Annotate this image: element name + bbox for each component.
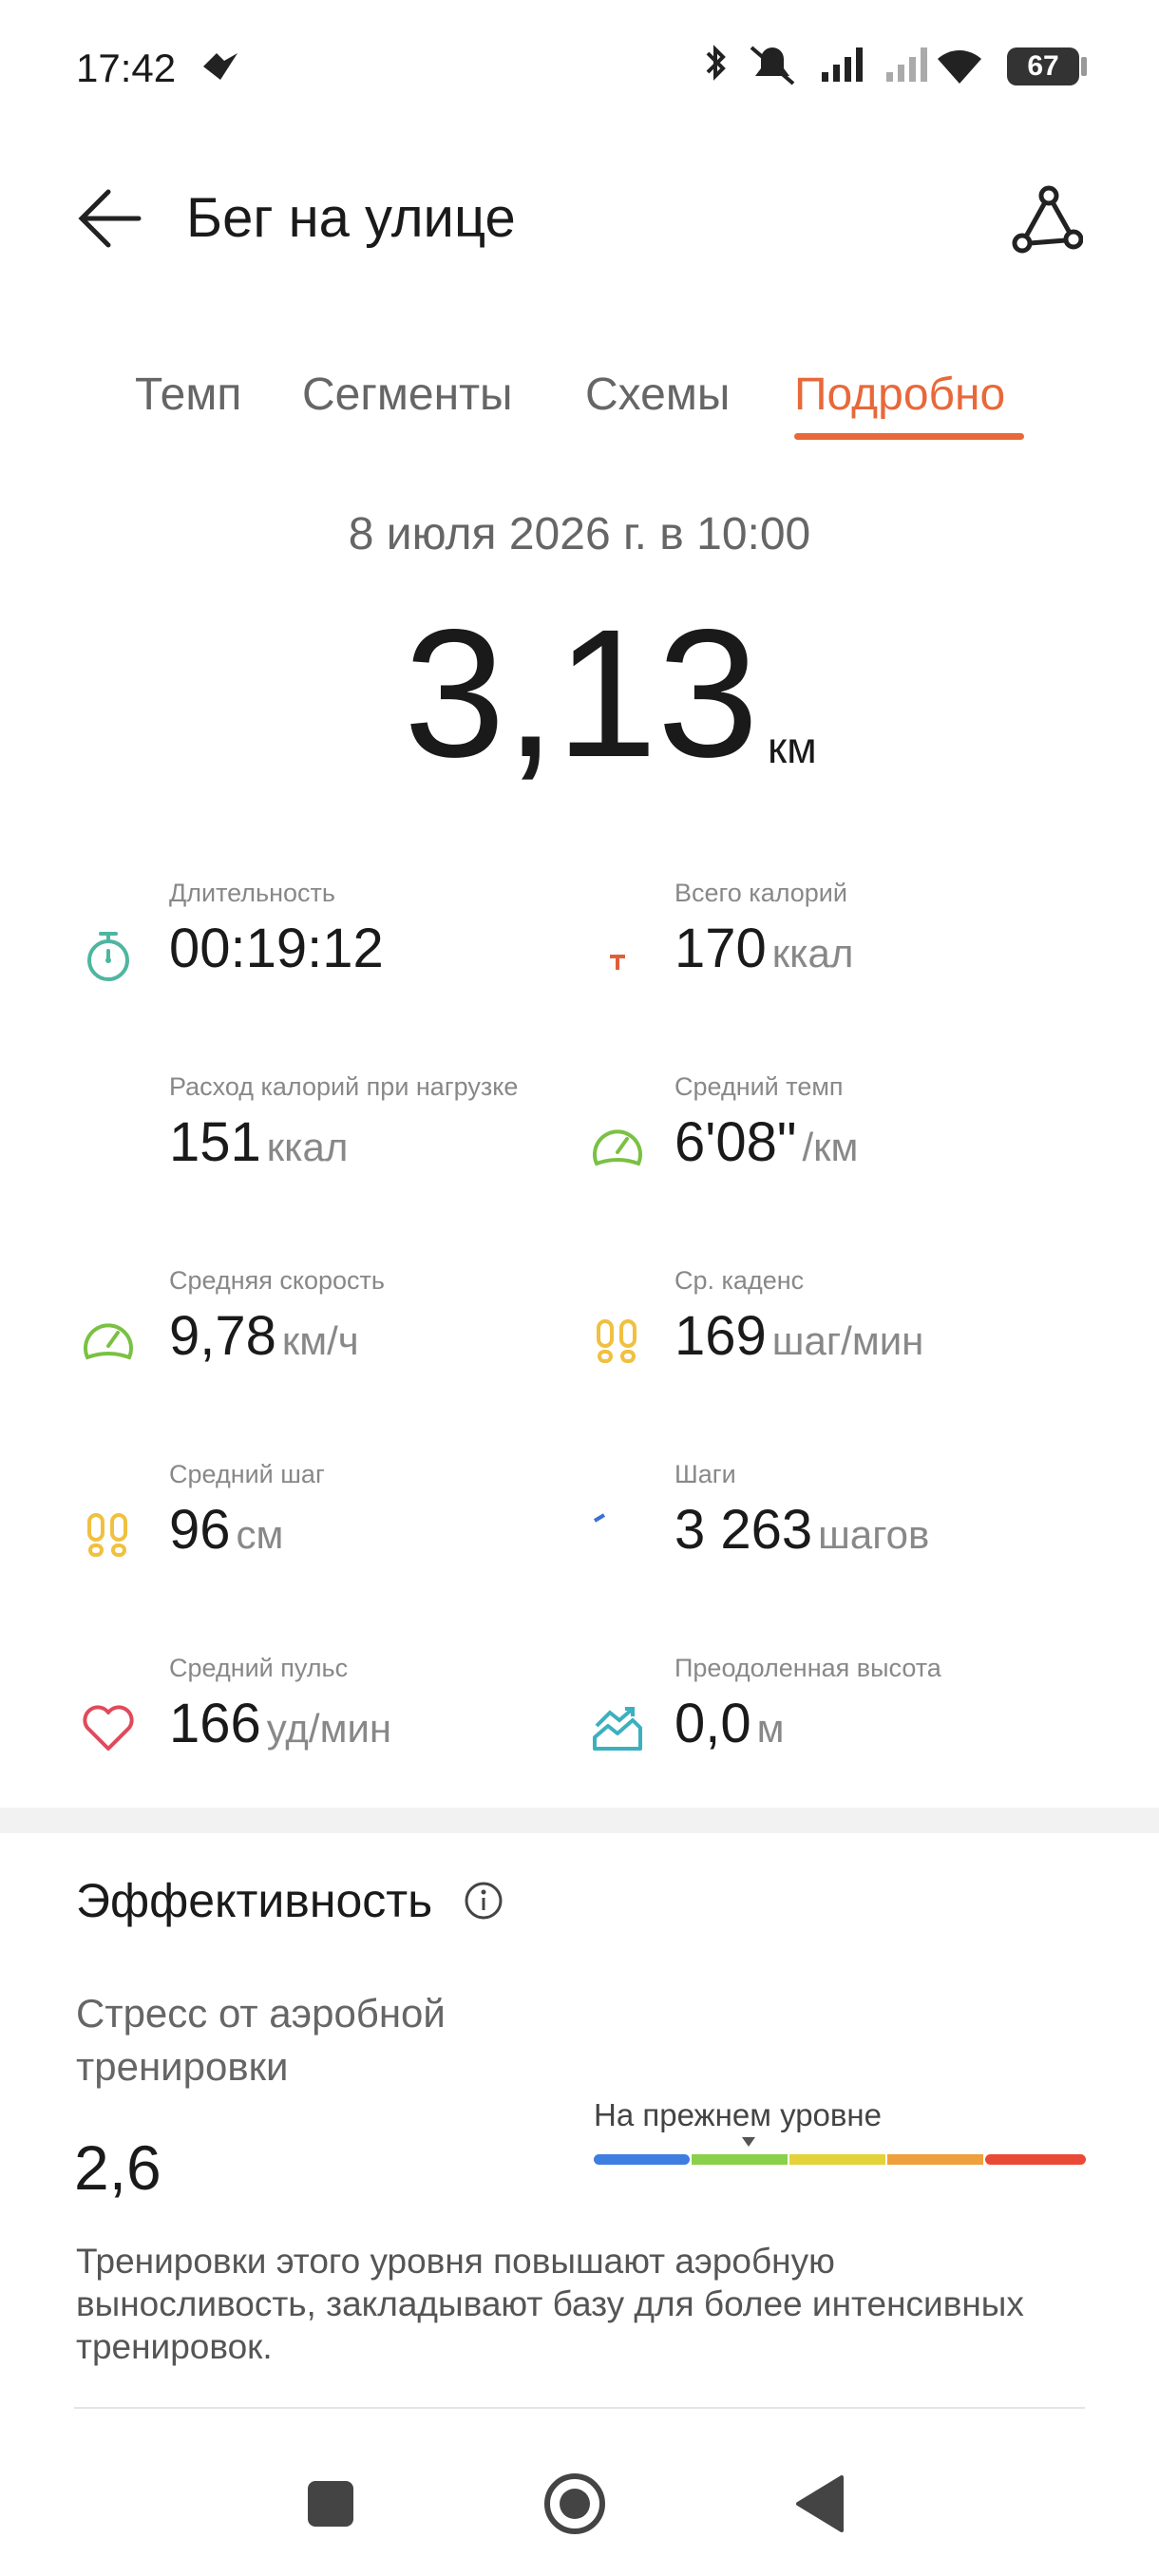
nav-back[interactable] [796, 2475, 844, 2532]
metric-icon [83, 1705, 134, 1751]
metric-unit: /км [802, 1125, 859, 1169]
metric-value-row: 9,78 км/ч [169, 1304, 359, 1368]
level-scale [594, 2137, 1086, 2165]
metric-unit: м [756, 1706, 785, 1751]
tab-indicator [794, 433, 1024, 440]
metric-icon [593, 1513, 606, 1523]
page-title: Бег на улице [186, 187, 516, 249]
metric-value: 6'08" [674, 1111, 797, 1173]
metric-unit: шагов [818, 1512, 930, 1557]
metric-label: Преодоленная высота [674, 1654, 941, 1682]
metric-label: Шаги [674, 1460, 736, 1488]
section-divider [0, 1808, 1159, 1833]
metric-unit: ккал [266, 1125, 349, 1169]
metric-label: Средняя скорость [169, 1266, 385, 1295]
metric-label: Всего калорий [674, 879, 847, 907]
metric-value: 166 [169, 1693, 261, 1754]
level-label: На прежнем уровне [594, 2097, 883, 2132]
metric-value: 170 [674, 918, 767, 979]
metric-icon [593, 1707, 642, 1751]
metric-icon [87, 1513, 127, 1557]
metric-value-row: 151 ккал [169, 1110, 348, 1174]
section-title: Эффективность [76, 1874, 433, 1927]
metric-value: 169 [674, 1305, 767, 1367]
status-icon [203, 53, 238, 80]
metric-label: Средний шаг [169, 1460, 325, 1488]
metric-value: 0,0 [674, 1693, 751, 1754]
metric-label: Средний темп [674, 1072, 844, 1101]
metric-label: Средний пульс [169, 1654, 349, 1682]
metric-value-row: 166 уд/мин [169, 1692, 391, 1755]
metric-label: Ср. каденс [674, 1266, 805, 1295]
distance-unit: км [768, 723, 817, 772]
metric-unit: км/ч [281, 1318, 359, 1363]
metric-value: 151 [169, 1111, 261, 1173]
metric-value-row: 6'08"/км [674, 1110, 858, 1174]
nav-home[interactable] [544, 2473, 605, 2534]
metric-value: 9,78 [169, 1305, 276, 1367]
info-icon[interactable] [464, 1881, 504, 1921]
battery: 67 [1007, 47, 1079, 85]
tab[interactable]: Сегменты [302, 369, 513, 420]
tab[interactable]: Схемы [585, 369, 731, 420]
metric-value-row: 96 см [169, 1498, 283, 1562]
route-button[interactable] [1011, 184, 1083, 256]
distance-value: 3,13 [404, 591, 759, 795]
metric-icon [87, 932, 129, 981]
stress-value: 2,6 [74, 2132, 162, 2203]
metric-value-row: 00:19:12 [169, 917, 384, 980]
metric-icon [597, 1319, 636, 1363]
efficiency-description: Тренировки этого уровня повышают аэробну… [76, 2242, 1024, 2366]
metric-value: 96 [169, 1499, 231, 1561]
nav-recents[interactable] [308, 2481, 353, 2527]
metric-icon [593, 1129, 642, 1166]
workout-date: 8 июля 2026 г. в 10:00 [348, 509, 811, 559]
metric-value-row: 169 шаг/мин [674, 1304, 923, 1368]
metric-unit: см [236, 1512, 284, 1557]
tab-active[interactable]: Подробно [794, 369, 1006, 420]
metric-unit: шаг/мин [771, 1318, 924, 1363]
metric-value: 3 263 [674, 1499, 813, 1561]
metric-value-row: 0,0 м [674, 1692, 785, 1755]
metric-icon [84, 1323, 133, 1360]
tab[interactable]: Темп [135, 369, 242, 420]
metric-value-row: 3 263 шагов [674, 1498, 929, 1562]
metric-icon [610, 955, 625, 970]
metric-label: Длительность [169, 879, 335, 907]
divider [74, 2407, 1085, 2409]
metric-label: Расход калорий при нагрузке [169, 1072, 519, 1101]
status-icons [706, 45, 981, 85]
metric-value-row: 170 ккал [674, 917, 853, 980]
status-time: 17:42 [76, 46, 177, 90]
metric-unit: уд/мин [266, 1706, 392, 1751]
nav-bar [308, 2473, 844, 2534]
metric-unit: ккал [771, 931, 854, 975]
metric-value: 00:19:12 [169, 918, 384, 979]
back-button[interactable] [76, 186, 144, 251]
battery-tip [1081, 57, 1087, 76]
metric-icon [80, 1120, 137, 1177]
stress-label: Стресс от аэробной тренировки [76, 1991, 446, 2089]
